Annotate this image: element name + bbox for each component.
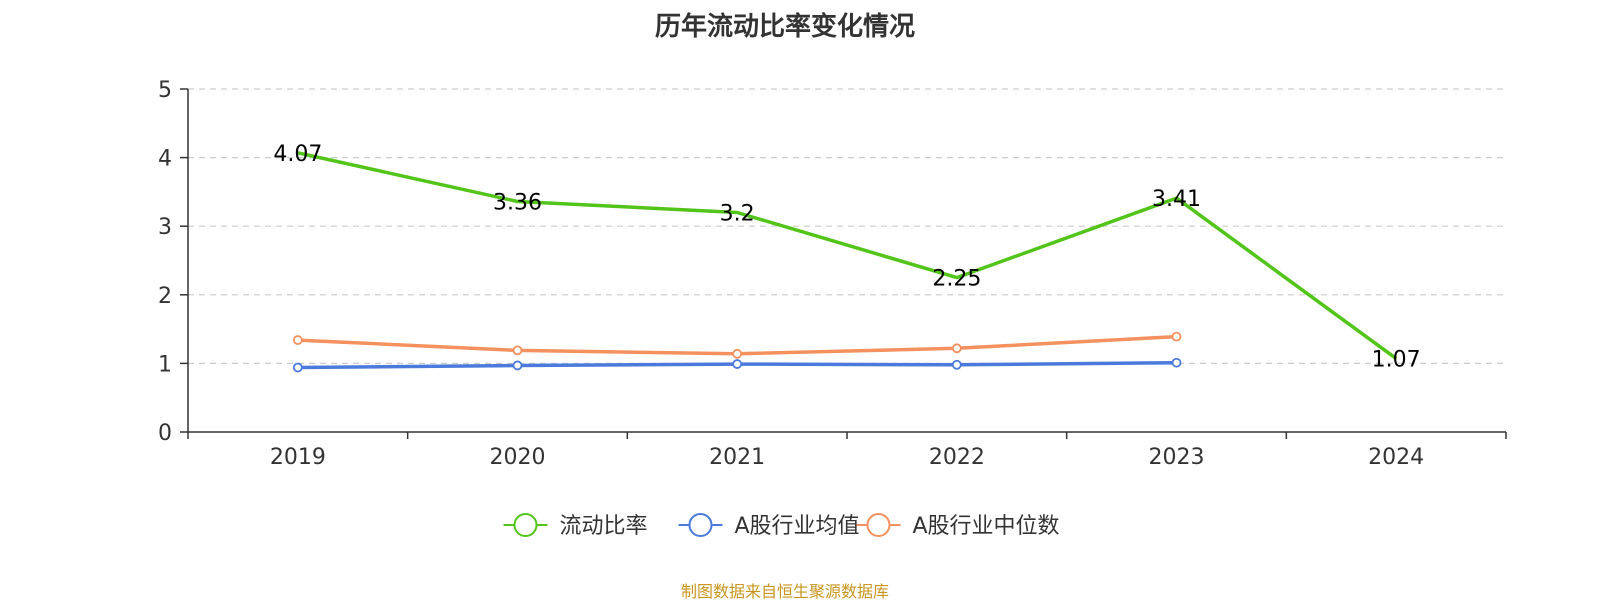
data-label: 1.07 <box>1372 348 1421 373</box>
data-point <box>732 359 743 369</box>
x-tick-label: 2019 <box>270 445 326 470</box>
legend-label: A股行业均值 <box>735 514 860 539</box>
data-point <box>292 335 303 345</box>
y-tick-label: 2 <box>158 284 172 309</box>
legend-marker-icon <box>688 513 713 537</box>
data-label: 3.36 <box>493 191 542 216</box>
data-label: 3.2 <box>720 201 755 226</box>
y-tick-label: 5 <box>158 78 172 103</box>
x-tick-label: 2023 <box>1149 445 1205 470</box>
legend-marker-icon <box>866 513 891 537</box>
y-tick-label: 4 <box>158 147 172 172</box>
legend-item-1[interactable]: A股行业均值 <box>678 513 860 539</box>
data-point <box>512 345 523 356</box>
data-point <box>512 360 523 371</box>
axes: 0 1 2 3 4 5 2019 2020 2021 2022 2023 2024 <box>158 78 1507 470</box>
legend-label: 流动比率 <box>560 514 648 539</box>
data-label: 3.41 <box>1152 187 1201 212</box>
source-note: 制图数据来自恒生聚源数据库 <box>680 582 889 601</box>
series-line-0 <box>297 151 1398 361</box>
x-tick-label: 2021 <box>709 445 765 470</box>
y-tick-label: 1 <box>158 352 172 377</box>
data-point <box>292 362 303 373</box>
data-labels: 4.07 3.36 3.2 2.25 3.41 1.07 <box>273 142 1420 373</box>
legend-item-0[interactable]: 流动比率 <box>503 513 648 539</box>
series-lines <box>292 151 1398 373</box>
legend-label: A股行业中位数 <box>913 514 1060 539</box>
data-label: 2.25 <box>932 267 981 292</box>
legend-item-2[interactable]: A股行业中位数 <box>856 513 1060 539</box>
data-point <box>1171 331 1182 342</box>
data-point <box>732 348 743 359</box>
x-tick-label: 2024 <box>1368 445 1424 470</box>
data-point <box>1171 357 1182 368</box>
legend-marker-icon <box>513 513 538 537</box>
data-point <box>951 359 962 370</box>
y-tick-label: 3 <box>158 215 172 240</box>
x-tick-label: 2020 <box>490 445 546 470</box>
x-tick-label: 2022 <box>929 445 985 470</box>
chart-title: 历年流动比率变化情况 <box>654 12 915 42</box>
grid-lines <box>188 88 1506 364</box>
data-label: 4.07 <box>273 142 322 167</box>
y-tick-label: 0 <box>158 421 172 446</box>
legend[interactable]: 流动比率 A股行业均值 A股行业中位数 <box>503 513 1060 539</box>
data-point <box>951 343 962 354</box>
